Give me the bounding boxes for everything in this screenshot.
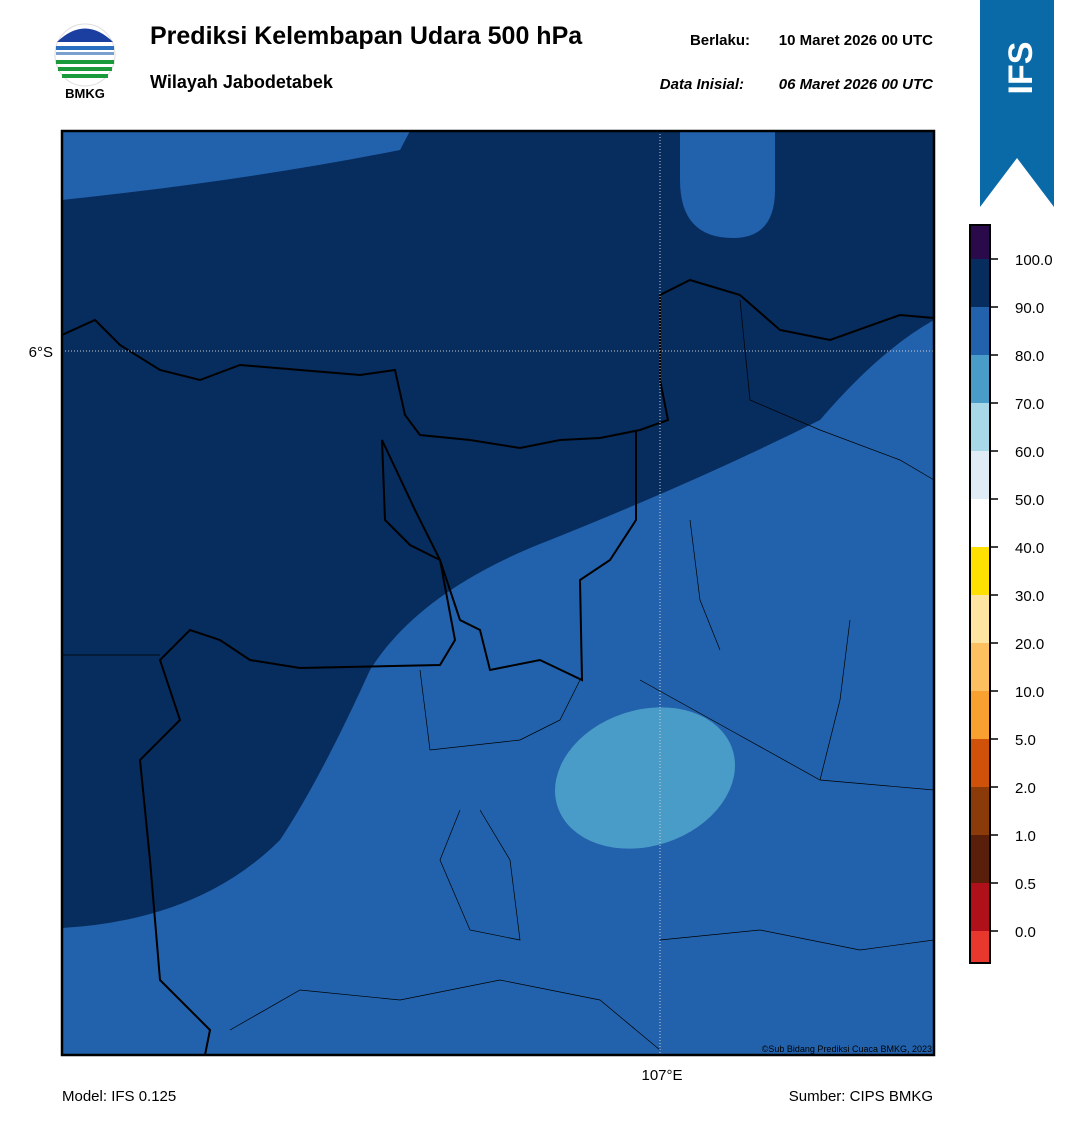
colorbar-segment xyxy=(970,225,990,259)
colorbar-label: 20.0 xyxy=(1015,636,1044,653)
colorbar-label: 10.0 xyxy=(1015,684,1044,701)
colorbar-label: 70.0 xyxy=(1015,396,1044,413)
badge-text: IFS xyxy=(1002,42,1040,95)
lat-label: 6°S xyxy=(29,344,53,361)
model: Model: IFS 0.125 xyxy=(62,1088,176,1105)
colorbar-label: 5.0 xyxy=(1015,732,1036,749)
colorbar-label: 100.0 xyxy=(1015,252,1053,269)
subtitle: Wilayah Jabodetabek xyxy=(150,72,334,92)
colorbar-label: 90.0 xyxy=(1015,300,1044,317)
colorbar-label: 0.5 xyxy=(1015,876,1036,893)
colorbar-segment xyxy=(970,787,990,835)
colorbar-segment xyxy=(970,403,990,451)
valid-label: Berlaku: xyxy=(690,32,750,49)
colorbar-segment xyxy=(970,739,990,787)
colorbar-label: 60.0 xyxy=(1015,444,1044,461)
badge xyxy=(980,0,1054,207)
map-frame xyxy=(60,129,936,1057)
colorbar: 100.0 90.0 80.0 70.0 60.0 50.0 40.0 30.0 20.0 10.… xyxy=(969,224,1053,964)
lon-label: 107°E xyxy=(641,1067,682,1084)
colorbar-label: 0.0 xyxy=(1015,924,1036,941)
colorbar-segment xyxy=(970,691,990,739)
colorbar-segment xyxy=(970,307,990,355)
init-label: Data Inisial: xyxy=(660,76,744,93)
map: ©Sub Bidang Prediksi Cuaca BMKG, 2023 xyxy=(62,131,934,1055)
colorbar-segment xyxy=(970,595,990,643)
copyright: ©Sub Bidang Prediksi Cuaca BMKG, 2023 xyxy=(762,1044,932,1054)
colorbar-label: 1.0 xyxy=(1015,828,1036,845)
colorbar-segment xyxy=(970,643,990,691)
colorbar-segment xyxy=(970,835,990,883)
colorbar-segment xyxy=(970,259,990,307)
colorbar-frame xyxy=(969,224,991,964)
valid-date: 10 Maret 2026 00 UTC xyxy=(779,32,933,49)
colorbar-segment xyxy=(970,355,990,403)
colorbar-segment xyxy=(970,931,990,963)
colorbar-segment xyxy=(970,883,990,931)
colorbar-label: 80.0 xyxy=(1015,348,1044,365)
colorbar-segment xyxy=(970,499,990,547)
colorbar-label: 30.0 xyxy=(1015,588,1044,605)
title: Prediksi Kelembapan Udara 500 hPa xyxy=(150,22,583,50)
logo-text: BMKG xyxy=(65,86,105,101)
colorbar-label: 40.0 xyxy=(1015,540,1044,557)
colorbar-label: 50.0 xyxy=(1015,492,1044,509)
colorbar-segment xyxy=(970,451,990,499)
source: Sumber: CIPS BMKG xyxy=(789,1088,933,1105)
logo: BMKG xyxy=(54,23,116,101)
colorbar-segment xyxy=(970,547,990,595)
init-date: 06 Maret 2026 00 UTC xyxy=(779,76,934,93)
colorbar-label: 2.0 xyxy=(1015,780,1036,797)
